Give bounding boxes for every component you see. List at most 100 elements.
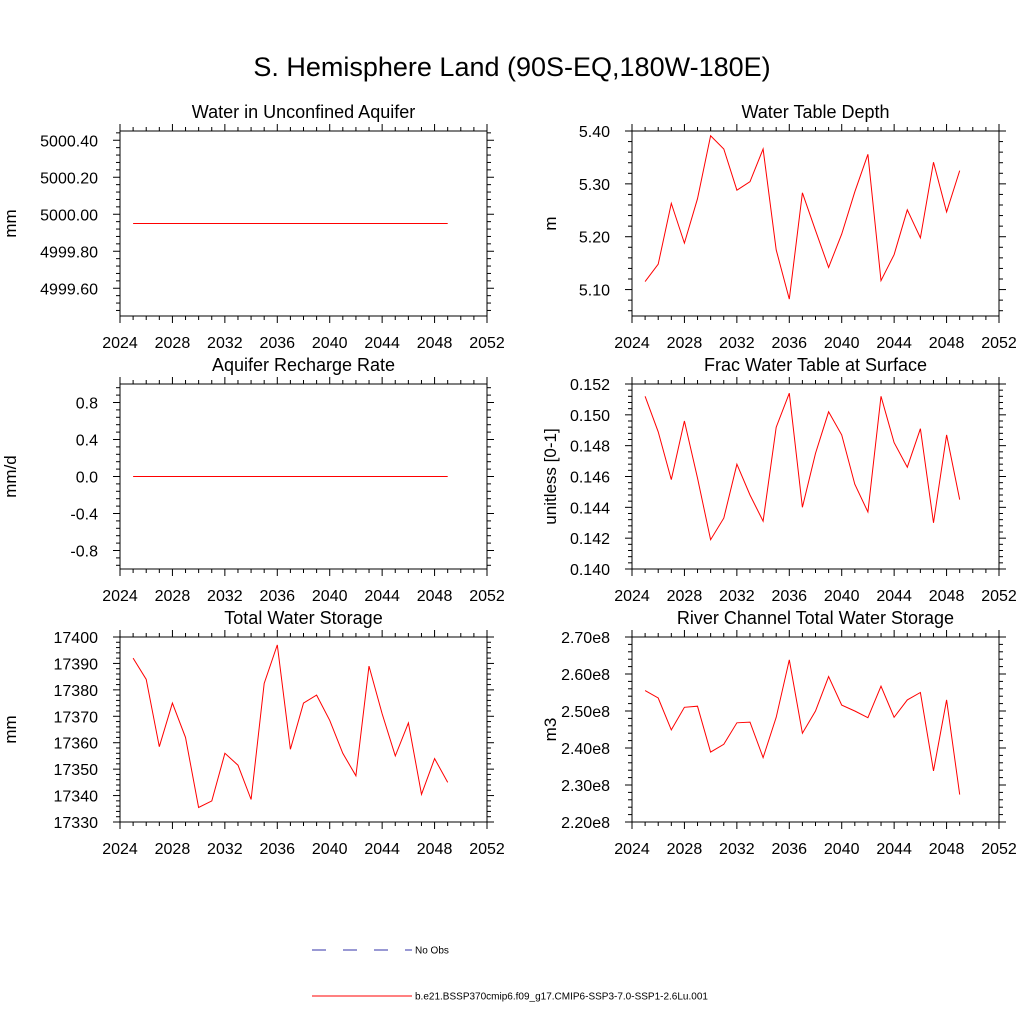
x-tick-label: 2040 [824,841,860,858]
panel-title: Water Table Depth [741,102,889,122]
y-tick-label: 0.148 [570,439,610,456]
y-tick-label: -0.4 [70,507,98,524]
x-tick-label: 2028 [667,335,703,352]
y-tick-label: 4999.80 [40,244,98,261]
y-tick-label: 5000.00 [40,207,98,224]
x-tick-label: 2044 [364,588,400,605]
series-line [132,644,449,809]
plot-frame [119,636,488,823]
x-tick-label: 2044 [364,841,400,858]
x-tick-label: 2024 [614,841,650,858]
x-tick-label: 2024 [102,335,138,352]
plot-frame [631,130,1000,317]
x-tick-label: 2040 [312,588,348,605]
x-tick-label: 2032 [207,588,243,605]
y-tick-label: 5000.20 [40,170,98,187]
series-line [644,659,961,795]
x-tick-label: 2036 [259,335,295,352]
x-tick-label: 2044 [876,841,912,858]
panel-title: Water in Unconfined Aquifer [192,102,415,122]
y-tick-label: 2.70e8 [561,630,610,647]
x-tick-label: 2052 [469,841,505,858]
y-tick-label: 17330 [54,815,99,832]
panel-2: Water Table Depth 2024 2028 2032 2036 2040 204… [541,102,1017,352]
y-tick-label: 5.40 [579,124,610,141]
x-tick-label: 2036 [259,841,295,858]
x-tick-label: 2044 [876,588,912,605]
y-axis-label: mm [1,209,20,237]
x-tick-label: 2044 [364,335,400,352]
y-tick-label: 0.4 [76,433,98,450]
y-axis-label: mm [1,715,20,743]
x-tick-label: 2028 [155,841,191,858]
plot-frame [631,636,1000,823]
x-tick-label: 2036 [771,335,807,352]
y-tick-label: 2.50e8 [561,704,610,721]
panel-title: River Channel Total Water Storage [677,608,954,628]
x-tick-label: 2048 [929,335,965,352]
x-tick-label: 2048 [929,588,965,605]
panel-6: River Channel Total Water Storage 2024 202… [541,608,1017,858]
y-tick-label: 5000.40 [40,133,98,150]
x-tick-label: 2032 [207,335,243,352]
y-tick-label: 0.144 [570,500,610,517]
panel-4: Frac Water Table at Surface 2024 2028 2032 2… [541,355,1017,605]
x-tick-label: 2036 [771,588,807,605]
y-tick-label: -0.8 [70,544,98,561]
plot-frame [631,383,1000,570]
x-tick-label: 2044 [876,335,912,352]
y-tick-label: 17400 [54,630,99,647]
y-tick-label: 2.60e8 [561,667,610,684]
x-tick-label: 2040 [824,335,860,352]
y-axis-label: mm/d [1,455,20,498]
y-tick-label: 17390 [54,656,99,673]
panels-group: Water in Unconfined Aquifer 2024 2028 2032 2… [1,102,1017,858]
y-axis-label: m3 [541,718,560,742]
x-tick-label: 2028 [155,588,191,605]
y-tick-label: 0.150 [570,408,610,425]
y-tick-label: 5.20 [579,230,610,247]
y-tick-label: 2.40e8 [561,741,610,758]
x-tick-label: 2048 [929,841,965,858]
y-tick-label: 17360 [54,736,99,753]
x-tick-label: 2048 [417,841,453,858]
panel-3: Aquifer Recharge Rate 2024 2028 2032 2036 204… [1,355,505,605]
x-tick-label: 2024 [614,335,650,352]
panel-title: Aquifer Recharge Rate [212,355,395,375]
x-tick-label: 2052 [981,841,1017,858]
y-tick-label: 4999.60 [40,281,98,298]
y-tick-label: 17370 [54,709,99,726]
x-tick-label: 2024 [102,841,138,858]
x-tick-label: 2024 [614,588,650,605]
x-tick-label: 2052 [981,588,1017,605]
x-tick-label: 2036 [771,841,807,858]
y-tick-label: 0.0 [76,470,98,487]
y-tick-label: 0.8 [76,396,98,413]
y-tick-label: 5.30 [579,177,610,194]
y-tick-label: 0.146 [570,470,610,487]
y-axis-label: unitless [0-1] [541,428,560,524]
y-tick-label: 0.152 [570,377,610,394]
y-tick-label: 17380 [54,683,99,700]
x-tick-label: 2032 [719,335,755,352]
series-line [644,393,961,542]
panel-title: Total Water Storage [224,608,382,628]
x-tick-label: 2040 [312,335,348,352]
figure-title: S. Hemisphere Land (90S-EQ,180W-180E) [253,52,771,82]
x-tick-label: 2028 [667,841,703,858]
panel-title: Frac Water Table at Surface [704,355,927,375]
x-tick-label: 2024 [102,588,138,605]
x-tick-label: 2048 [417,335,453,352]
x-tick-label: 2052 [981,335,1017,352]
legend-label-2: b.e21.BSSP370cmip6.f09_g17.CMIP6-SSP3-7.… [415,992,708,1003]
y-tick-label: 5.10 [579,283,610,300]
x-tick-label: 2048 [417,588,453,605]
y-tick-label: 0.142 [570,531,610,548]
x-tick-label: 2036 [259,588,295,605]
x-tick-label: 2032 [719,588,755,605]
x-tick-label: 2028 [667,588,703,605]
x-tick-label: 2032 [719,841,755,858]
y-tick-label: 2.30e8 [561,778,610,795]
panel-1: Water in Unconfined Aquifer 2024 2028 2032 2… [1,102,505,352]
